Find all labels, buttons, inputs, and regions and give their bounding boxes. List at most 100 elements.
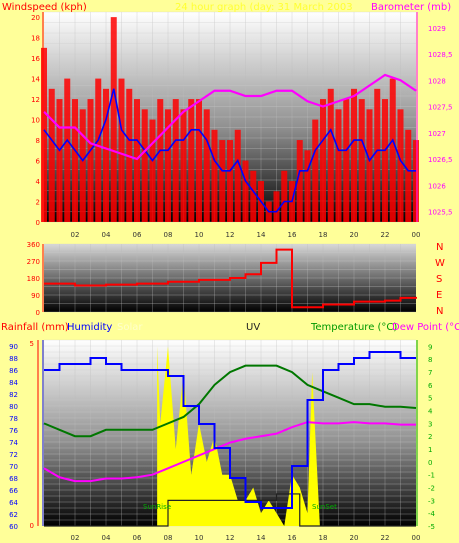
wind-tick-label: 16	[31, 55, 40, 63]
gust-bar	[149, 119, 156, 222]
humidity-tick-label: 88	[9, 355, 18, 363]
gust-bar	[389, 78, 396, 223]
humidity-tick-label: 84	[9, 379, 18, 387]
baro-tick-label: 1025,5	[428, 209, 453, 217]
gust-bar	[141, 109, 148, 222]
x-tick-label: 04	[102, 534, 111, 542]
gust-bar	[48, 88, 55, 222]
temperature-tick-label: 5	[428, 395, 432, 403]
x-tick-label: 18	[319, 231, 328, 239]
temperature-tick-label: -5	[428, 523, 435, 531]
temperature-tick-label: 4	[428, 408, 433, 416]
x-tick-label: 12	[226, 534, 235, 542]
chart-title: 24 hour graph (day: 31 March 2003	[175, 2, 353, 13]
gust-bar	[281, 170, 288, 222]
x-tick-label: 00	[412, 231, 421, 239]
temperature-tick-label: -3	[428, 497, 435, 505]
gust-bar	[250, 170, 257, 222]
x-tick-label: 10	[195, 534, 204, 542]
temperature-tick-label: 6	[428, 382, 433, 390]
humidity-tick-label: 90	[9, 343, 18, 351]
sunrise-label: SunRise	[143, 503, 171, 511]
humidity-tick-label: 60	[9, 523, 18, 531]
baro-tick-label: 1028,5	[428, 51, 453, 59]
gust-bar	[110, 17, 117, 223]
gust-bar	[296, 140, 303, 222]
barometer-line	[43, 73, 417, 161]
direction-tick-label: 0	[36, 309, 40, 317]
baro-tick-label: 1027,5	[428, 104, 453, 112]
x-tick-label: 18	[319, 534, 328, 542]
temperature-tick-label: 1	[428, 446, 432, 454]
gust-bar	[64, 78, 71, 223]
humidity-tick-label: 76	[9, 427, 18, 435]
dewpoint-label: Dew Point (°C	[392, 322, 459, 333]
humidity-tick-label: 68	[9, 475, 18, 483]
gust-bar	[95, 78, 102, 223]
x-tick-label: 12	[226, 231, 235, 239]
gust-bar	[413, 140, 419, 222]
temperature-tick-label: 0	[428, 459, 432, 467]
baro-tick-label: 1028	[428, 77, 446, 85]
solar-area	[157, 346, 320, 526]
gust-bar	[165, 109, 171, 222]
baro-tick-label: 1027	[428, 130, 446, 138]
gust-bar	[79, 109, 86, 222]
barometer-label: Barometer (mb)	[371, 2, 451, 13]
gust-bar	[327, 88, 334, 222]
gust-bar	[87, 99, 94, 222]
baro-tick-label: 1029	[428, 25, 446, 33]
temperature-tick-label: 2	[428, 433, 432, 441]
gust-bar	[366, 109, 373, 222]
windspeed-label: Windspeed (kph)	[2, 2, 87, 13]
gust-bar	[312, 119, 319, 222]
x-tick-label: 10	[195, 231, 204, 239]
x-tick-label: 02	[71, 231, 80, 239]
gust-bar	[134, 99, 140, 222]
gust-bar	[273, 191, 280, 222]
gust-bar	[72, 99, 78, 222]
x-tick-label: 14	[257, 231, 266, 239]
humidity-line	[44, 351, 416, 509]
wind-tick-label: 12	[31, 96, 40, 104]
humidity-label: Humidity	[67, 322, 112, 333]
gust-bar	[343, 99, 350, 222]
wind-tick-label: 8	[36, 137, 40, 145]
rain-tick-label: 5	[30, 340, 34, 348]
x-tick-label: 22	[381, 231, 390, 239]
humidity-tick-label: 70	[9, 463, 18, 471]
humidity-tick-label: 74	[9, 439, 18, 447]
wind-tick-label: 6	[36, 158, 41, 166]
gust-bar	[242, 160, 249, 222]
direction-tick-label: 360	[27, 241, 40, 249]
gust-bar	[374, 88, 381, 222]
baro-tick-label: 1026	[428, 182, 446, 190]
sunset-label: SunSet	[312, 503, 337, 511]
gust-bar	[180, 109, 187, 222]
x-tick-label: 16	[288, 534, 297, 542]
gust-bar	[219, 140, 226, 222]
humidity-tick-label: 72	[9, 451, 18, 459]
gust-bar	[351, 88, 357, 222]
direction-tick-label: 270	[27, 258, 40, 266]
x-tick-label: 06	[133, 231, 142, 239]
temperature-tick-label: 8	[428, 356, 432, 364]
gust-bar	[118, 78, 125, 223]
x-tick-label: 16	[288, 231, 297, 239]
gust-bar	[335, 109, 342, 222]
humidity-tick-label: 86	[9, 367, 18, 375]
x-tick-label: 06	[133, 534, 142, 542]
gust-bar	[203, 109, 210, 222]
humidity-tick-label: 64	[9, 499, 18, 507]
wind-tick-label: 4	[36, 178, 41, 186]
wind-tick-label: 10	[31, 117, 40, 125]
wind-tick-label: 18	[31, 35, 40, 43]
humidity-tick-label: 80	[9, 403, 18, 411]
temperature-tick-label: -2	[428, 485, 435, 493]
x-tick-label: 20	[350, 534, 359, 542]
gust-bar	[211, 129, 218, 222]
gust-bar	[41, 47, 47, 223]
temperature-tick-label: -1	[428, 472, 435, 480]
humidity-tick-label: 78	[9, 415, 18, 423]
humidity-tick-label: 66	[9, 487, 18, 495]
